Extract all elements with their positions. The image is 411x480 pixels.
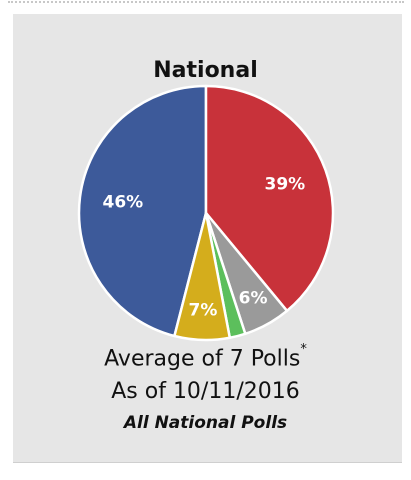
slice-data-label: 6%	[239, 289, 268, 309]
pie-slice	[204, 84, 335, 313]
slice-data-label: 7%	[188, 301, 217, 321]
caption-polls-average: Average of 7 Polls*	[0, 342, 411, 372]
caption-source: All National Polls	[123, 413, 288, 433]
pie-slice	[173, 211, 232, 342]
caption-polls-text: Average of 7 Polls	[104, 346, 301, 372]
caption-date: As of 10/11/2016	[111, 379, 300, 404]
chart-title: National	[153, 58, 258, 83]
top-divider	[8, 1, 404, 3]
footnote-asterisk: *	[300, 342, 307, 357]
slice-data-label: 39%	[265, 175, 306, 195]
slice-data-label: 46%	[102, 192, 143, 212]
pie-slice	[77, 84, 208, 338]
